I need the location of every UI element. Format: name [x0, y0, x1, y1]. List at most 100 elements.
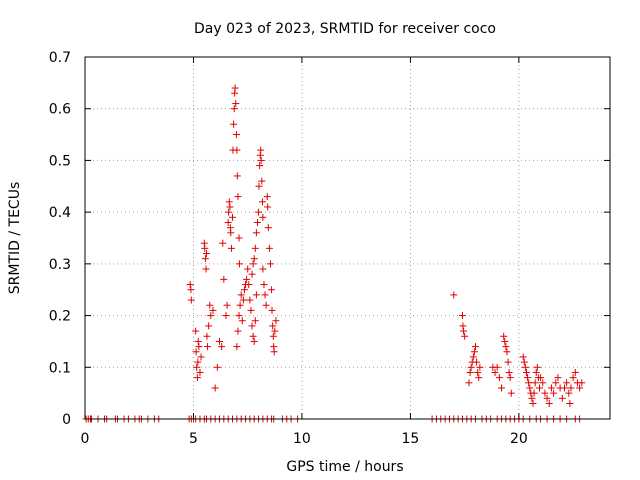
- data-point: [227, 229, 235, 237]
- data-point: [535, 384, 543, 392]
- data-point: [232, 131, 240, 139]
- data-point: [201, 255, 209, 263]
- data-point: [476, 363, 484, 371]
- data-point: [213, 363, 221, 371]
- data-point: [244, 265, 252, 273]
- data-point: [530, 389, 538, 397]
- data-point: [230, 105, 238, 113]
- data-point: [219, 239, 227, 247]
- data-point: [552, 379, 560, 387]
- x-tick-label: 20: [510, 431, 528, 447]
- data-point: [258, 198, 266, 206]
- data-point: [259, 213, 267, 221]
- data-point: [269, 332, 277, 340]
- data-point: [533, 363, 541, 371]
- data-point: [248, 322, 256, 330]
- data-point: [528, 394, 536, 402]
- data-point: [235, 312, 243, 320]
- y-tick-label: 0.2: [49, 309, 71, 325]
- data-point: [543, 394, 551, 402]
- data-point: [529, 399, 537, 407]
- data-point: [565, 389, 573, 397]
- x-tick-label: 5: [189, 431, 198, 447]
- data-point: [465, 379, 473, 387]
- data-point: [271, 327, 279, 335]
- data-point: [255, 208, 263, 216]
- data-point: [467, 363, 475, 371]
- data-point: [232, 100, 240, 108]
- data-point: [461, 332, 469, 340]
- data-point: [524, 374, 532, 382]
- data-point: [522, 368, 530, 376]
- data-point: [521, 363, 529, 371]
- data-point: [473, 358, 481, 366]
- data-point: [186, 281, 194, 289]
- data-point: [255, 182, 263, 190]
- data-point: [503, 348, 511, 356]
- data-point: [192, 327, 200, 335]
- chart-title: Day 023 of 2023, SRMTID for receiver coc…: [194, 21, 496, 37]
- data-point: [205, 322, 213, 330]
- data-point: [225, 208, 233, 216]
- data-point: [206, 301, 214, 309]
- data-point: [520, 358, 528, 366]
- data-point: [545, 399, 553, 407]
- x-tick-label: 0: [81, 431, 90, 447]
- data-point: [220, 275, 228, 283]
- data-point: [226, 203, 234, 211]
- y-tick-labels: 0 0.1 0.2 0.3 0.4 0.5 0.6 0.7: [49, 50, 71, 428]
- data-point: [491, 368, 499, 376]
- data-point: [266, 260, 274, 268]
- data-point: [268, 286, 276, 294]
- data-point: [237, 291, 245, 299]
- y-tick-label: 0.4: [49, 205, 71, 221]
- data-point: [238, 317, 246, 325]
- data-point: [233, 343, 241, 351]
- data-point: [471, 343, 479, 351]
- data-point: [560, 384, 568, 392]
- data-point: [192, 348, 200, 356]
- data-point: [550, 389, 558, 397]
- data-point: [252, 291, 260, 299]
- data-point: [567, 384, 575, 392]
- data-point: [202, 250, 210, 258]
- data-point: [236, 301, 244, 309]
- data-point: [250, 255, 258, 263]
- data-point: [475, 374, 483, 382]
- data-point: [519, 353, 527, 361]
- data-point: [566, 399, 574, 407]
- data-point: [218, 343, 226, 351]
- data-point: [249, 332, 257, 340]
- data-point: [272, 317, 280, 325]
- data-point: [209, 306, 217, 314]
- data-point: [202, 265, 210, 273]
- data-point: [197, 353, 205, 361]
- data-point: [257, 156, 265, 164]
- y-tick-label: 0.3: [49, 257, 71, 273]
- data-point: [253, 218, 261, 226]
- x-tick-label: 15: [401, 431, 419, 447]
- data-point: [193, 363, 201, 371]
- data-point: [525, 379, 533, 387]
- data-point: [234, 193, 242, 201]
- data-point: [576, 384, 584, 392]
- data-point: [194, 337, 202, 345]
- data-point: [230, 120, 238, 128]
- data-point: [229, 213, 237, 221]
- data-point: [252, 229, 260, 237]
- data-point: [495, 374, 503, 382]
- data-point: [256, 162, 264, 170]
- data-point: [539, 379, 547, 387]
- data-point: [526, 384, 534, 392]
- data-point: [500, 332, 508, 340]
- data-point: [243, 275, 251, 283]
- data-point: [547, 384, 555, 392]
- data-point: [264, 203, 272, 211]
- data-point: [578, 379, 586, 387]
- data-point: [240, 286, 248, 294]
- data-point: [258, 177, 266, 185]
- data-point: [224, 218, 232, 226]
- data-point: [245, 281, 253, 289]
- data-point: [504, 358, 512, 366]
